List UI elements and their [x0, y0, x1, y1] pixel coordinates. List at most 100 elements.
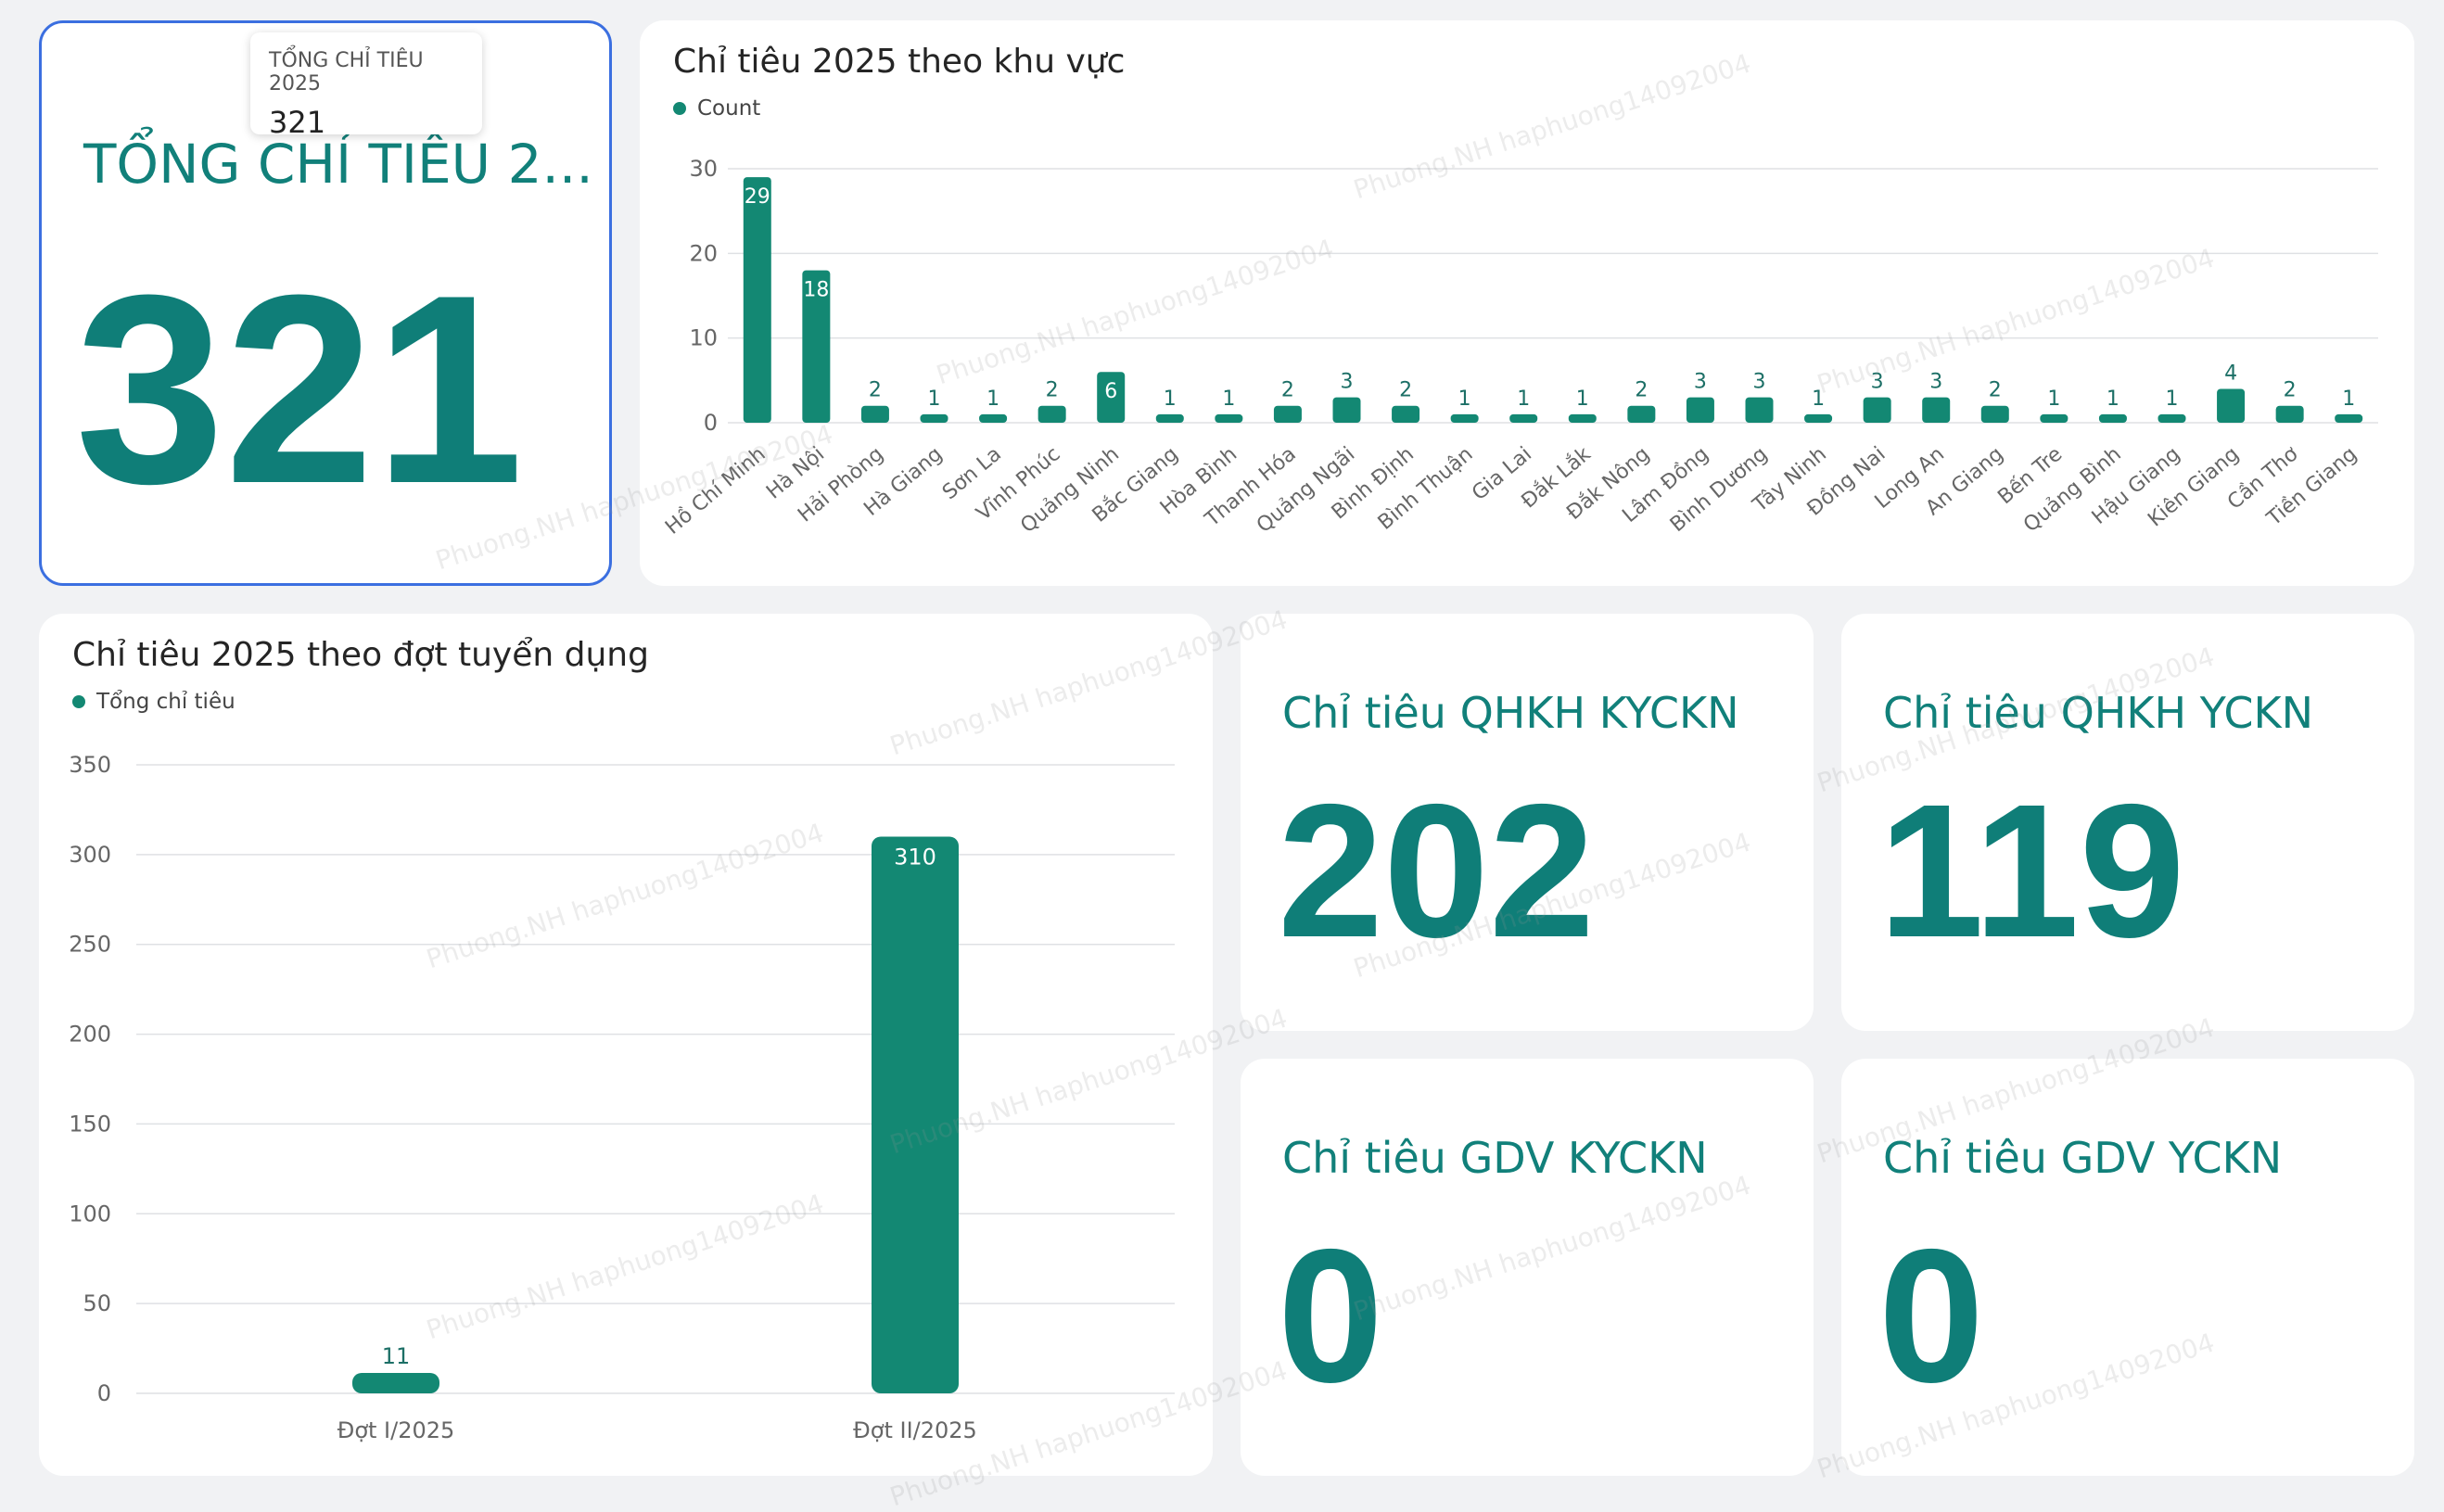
data-label: 3 [1694, 371, 1707, 394]
bar[interactable] [872, 836, 959, 1393]
data-label: 1 [1222, 388, 1235, 411]
kpi-card-gdv-kyckn[interactable]: Chỉ tiêu GDV KYCKN 0 [1241, 1059, 1814, 1476]
y-tick-label: 0 [704, 410, 718, 436]
total-target-title: TỔNG CHỈ TIÊU 2... [83, 133, 593, 196]
round-bar-chart[interactable]: 0 50 100 150 200 250 300 350 11 Đợt I/2025 310 Đợt … [39, 614, 1213, 1476]
tooltip-value: 321 [269, 105, 326, 140]
round-chart-title: Chỉ tiêu 2025 theo đợt tuyển dụng [72, 636, 649, 674]
kpi-card-qhkh-kyckn[interactable]: Chỉ tiêu QHKH KYCKN 202 [1241, 614, 1814, 1031]
y-tick-label: 250 [69, 932, 111, 958]
region-chart-title: Chỉ tiêu 2025 theo khu vực [673, 43, 1126, 81]
bar[interactable] [1922, 397, 1951, 423]
data-label: 2 [1046, 379, 1059, 402]
data-label: 1 [1517, 388, 1530, 411]
bar[interactable] [2040, 413, 2068, 423]
bar[interactable] [920, 413, 948, 423]
round-chart-legend[interactable]: Tổng chỉ tiêu [72, 690, 235, 714]
data-label: 2 [1989, 379, 2002, 402]
x-tick-label: Hồ Chí Minh [661, 442, 770, 539]
kpi-title: Chỉ tiêu QHKH YCKN [1883, 688, 2314, 738]
legend-label: Tổng chỉ tiêu [96, 690, 235, 714]
bar[interactable] [2158, 413, 2186, 423]
legend-dot-icon [673, 102, 686, 115]
kpi-value: 202 [1278, 765, 1596, 977]
bar[interactable] [860, 405, 889, 423]
legend-dot-icon [72, 695, 85, 708]
legend-label: Count [697, 96, 761, 121]
data-label: 2 [869, 379, 882, 402]
data-label: 2 [1399, 379, 1412, 402]
bar[interactable] [1804, 413, 1833, 423]
bar[interactable] [1509, 413, 1538, 423]
bar[interactable] [1215, 413, 1243, 423]
data-label: 6 [1104, 380, 1117, 403]
total-target-value: 321 [75, 239, 524, 540]
data-label: 4 [2224, 362, 2237, 385]
bar[interactable] [2217, 388, 2246, 423]
x-tick-label: Đợt II/2025 [853, 1417, 977, 1443]
bar[interactable] [2275, 405, 2304, 423]
data-label: 1 [2166, 388, 2179, 411]
bar[interactable] [1155, 413, 1184, 423]
data-label: 1 [2342, 388, 2355, 411]
bar[interactable] [743, 177, 771, 423]
bar[interactable] [1273, 405, 1302, 423]
tooltip-label: TỔNG CHỈ TIÊU 2025 [269, 49, 424, 95]
data-label: 2 [1281, 379, 1294, 402]
data-label: 29 [745, 185, 770, 209]
y-tick-label: 300 [69, 842, 111, 868]
region-chart-card[interactable]: Chỉ tiêu 2025 theo khu vực Count 0 10 20 30… [640, 20, 2414, 586]
data-label: 1 [1812, 388, 1825, 411]
y-tick-label: 20 [689, 240, 718, 266]
region-chart-legend[interactable]: Count [673, 96, 760, 121]
bar[interactable] [1627, 405, 1656, 423]
data-label: 1 [2047, 388, 2060, 411]
bar[interactable] [1745, 397, 1774, 423]
data-label: 2 [1635, 379, 1648, 402]
data-label: 1 [1164, 388, 1177, 411]
data-label: 3 [1753, 371, 1766, 394]
data-label: 1 [1458, 388, 1471, 411]
kpi-value: 0 [1878, 1210, 1985, 1422]
bar[interactable] [1863, 397, 1891, 423]
bar[interactable] [1392, 405, 1420, 423]
bar[interactable] [802, 270, 831, 423]
data-label: 11 [382, 1343, 411, 1369]
bar[interactable] [979, 413, 1008, 423]
bar[interactable] [1686, 397, 1714, 423]
bar[interactable] [1037, 405, 1066, 423]
kpi-value: 119 [1878, 765, 2185, 977]
bar[interactable] [1568, 413, 1597, 423]
data-label: 310 [894, 844, 936, 870]
y-tick-label: 200 [69, 1022, 111, 1048]
bar[interactable] [1097, 372, 1126, 423]
bar[interactable] [1980, 405, 2009, 423]
round-chart-card[interactable]: Chỉ tiêu 2025 theo đợt tuyển dụng Tổng c… [39, 614, 1213, 1476]
data-label: 3 [1871, 371, 1884, 394]
data-label: 1 [928, 388, 941, 411]
data-label: 3 [1341, 371, 1354, 394]
bar[interactable] [2335, 413, 2363, 423]
bar[interactable] [1332, 397, 1361, 423]
y-tick-label: 10 [689, 325, 718, 351]
bar[interactable] [352, 1373, 439, 1393]
data-label: 1 [2107, 388, 2119, 411]
data-label: 2 [2284, 379, 2297, 402]
bar[interactable] [2098, 413, 2127, 423]
kpi-card-gdv-yckn[interactable]: Chỉ tiêu GDV YCKN 0 [1841, 1059, 2414, 1476]
x-tick-label: Đợt I/2025 [337, 1417, 455, 1443]
y-tick-label: 350 [69, 752, 111, 778]
data-label: 1 [1576, 388, 1589, 411]
kpi-card-qhkh-yckn[interactable]: Chỉ tiêu QHKH YCKN 119 [1841, 614, 2414, 1031]
bar[interactable] [1450, 413, 1479, 423]
kpi-title: Chỉ tiêu QHKH KYCKN [1282, 688, 1739, 738]
data-label: 3 [1929, 371, 1942, 394]
y-tick-label: 50 [83, 1290, 111, 1316]
total-target-tooltip: TỔNG CHỈ TIÊU 2025 321 [250, 32, 482, 140]
kpi-title: Chỉ tiêu GDV YCKN [1883, 1133, 2283, 1183]
total-target-card[interactable]: TỔNG CHỈ TIÊU 2... 321 TỔNG CHỈ TIÊU 202… [39, 20, 612, 586]
y-tick-label: 0 [97, 1380, 111, 1406]
y-tick-label: 30 [689, 156, 718, 182]
kpi-title: Chỉ tiêu GDV KYCKN [1282, 1133, 1708, 1183]
